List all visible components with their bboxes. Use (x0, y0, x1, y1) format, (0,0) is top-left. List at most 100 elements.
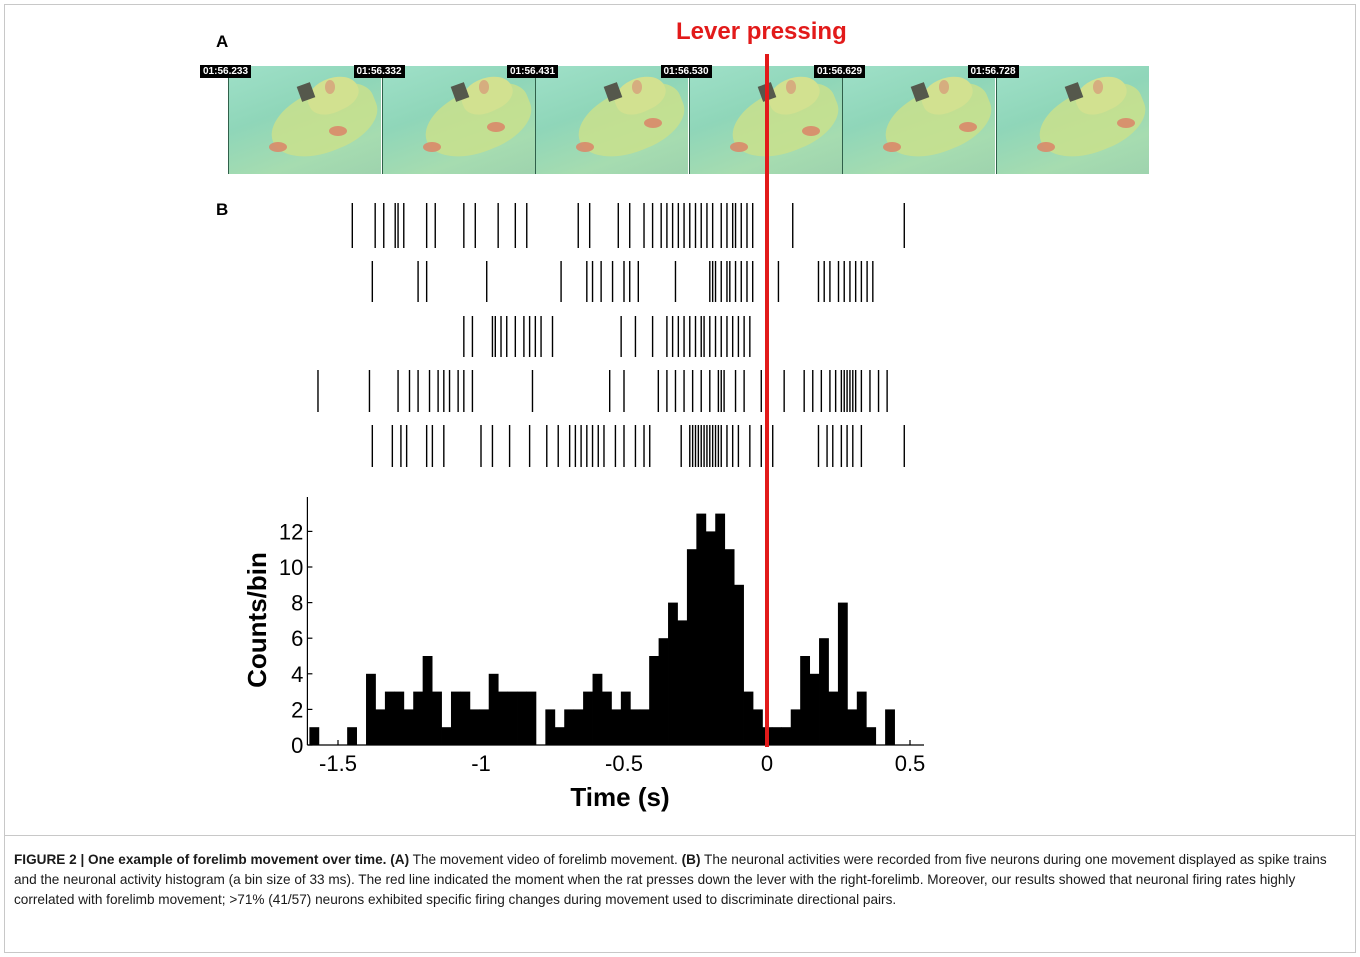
rat-paw (801, 126, 820, 136)
caption-a-label: (A) (390, 852, 410, 867)
x-tick-label: 0.5 (895, 751, 926, 776)
y-tick-label: 12 (279, 519, 303, 544)
caption-figure-label: FIGURE 2 | One example of forelimb movem… (14, 852, 387, 867)
histogram-bar (809, 673, 820, 745)
histogram-bar (347, 727, 357, 745)
figure-caption: FIGURE 2 | One example of forelimb movem… (14, 850, 1344, 910)
histogram-bar (724, 549, 735, 745)
caption-a-text: The movement video of forelimb movement. (409, 852, 682, 867)
histogram-bar (366, 673, 376, 745)
caption-b-label: (B) (681, 852, 701, 867)
y-tick-label: 10 (279, 555, 303, 580)
rat-ear (785, 80, 796, 94)
histogram-bar (828, 691, 839, 745)
histogram-bar (715, 513, 726, 745)
histogram-bar (592, 673, 603, 745)
rat-paw (883, 142, 901, 152)
x-tick-label: -1.5 (319, 751, 357, 776)
panel-label-b: B (216, 200, 229, 219)
frame-timestamp: 01:56.332 (353, 65, 405, 78)
histogram-bar (837, 602, 848, 745)
histogram-bar (705, 531, 716, 745)
rat-paw (959, 122, 977, 132)
raster-and-histogram: 0 2 4 6 8 10 12 -1.5 -1 -0.5 0 0.5 Time (s) Counts/… (242, 54, 926, 812)
x-tick-label: -1 (471, 751, 491, 776)
histogram-bar (734, 584, 744, 745)
y-axis-label: Counts/bin (242, 552, 272, 688)
histogram-bar (479, 709, 490, 745)
y-tick-label: 0 (291, 733, 303, 758)
histogram-bar (583, 691, 593, 745)
rat-paw (269, 142, 287, 152)
histogram-bar (752, 709, 763, 745)
histogram-bar (384, 691, 395, 745)
histogram-bar (517, 691, 527, 745)
histogram-bar (630, 709, 641, 745)
histogram-bar (469, 709, 480, 745)
histogram-bar (819, 638, 829, 745)
video-frame (995, 66, 1149, 174)
caption-b-text: The neuronal activities were recorded fr… (14, 852, 1327, 907)
histogram-bar (611, 709, 622, 745)
histogram-bar (564, 709, 575, 745)
rat-paw (576, 142, 594, 152)
histogram-bar (639, 709, 650, 745)
histogram-bar (649, 656, 660, 745)
y-tick-label: 8 (291, 591, 303, 616)
histogram-bar (507, 691, 518, 745)
x-tick-label: 0 (761, 751, 773, 776)
histogram-bar (790, 709, 801, 745)
histogram-bar (658, 638, 669, 745)
x-axis-label: Time (s) (570, 782, 669, 812)
lever-pressing-label: Lever pressing (676, 18, 847, 45)
histogram-bar (413, 691, 424, 745)
rat-ear (1092, 80, 1103, 94)
histogram-bar (847, 709, 858, 745)
frame-timestamp: 01:56.629 (814, 65, 866, 78)
histogram-bar (677, 620, 688, 745)
histogram-bar (885, 709, 895, 745)
rat-paw (1036, 142, 1055, 152)
histogram-bar (498, 691, 508, 745)
caption-divider (4, 835, 1356, 836)
rat-ear (478, 80, 489, 94)
histogram-bar (668, 602, 678, 745)
frame-timestamp: 01:56.530 (660, 65, 712, 78)
rat-paw (729, 142, 748, 152)
rat-ear (325, 80, 335, 94)
frame-timestamp: 01:56.431 (507, 65, 559, 78)
histogram-bar (403, 709, 414, 745)
histogram-bar (309, 727, 320, 745)
histogram-bar (432, 691, 442, 745)
rat-paw (329, 126, 347, 136)
frame-timestamp: 01:56.233 (200, 65, 252, 78)
histogram-bar (545, 709, 556, 745)
histogram-bar (441, 727, 452, 745)
histogram-bar (554, 727, 565, 745)
y-tick-label: 4 (291, 662, 303, 687)
histogram-bar (394, 691, 405, 745)
panel-label-a: A (216, 32, 229, 51)
rat-paw (486, 122, 505, 132)
video-frame (381, 66, 535, 174)
rat-paw (1116, 118, 1135, 128)
histogram-bar (375, 709, 386, 745)
histogram-bar (696, 513, 707, 745)
histogram-bar (856, 691, 867, 745)
video-frame-strip: 01:56.233 01:56.332 01:56.431 01:56.530 01:5… (200, 65, 1150, 174)
histogram-bar (743, 691, 754, 745)
histogram-bar (620, 691, 631, 745)
histogram-bar (781, 727, 792, 745)
frame-timestamp: 01:56.728 (967, 65, 1019, 78)
histogram-bar (573, 709, 584, 745)
histogram-bar (488, 673, 499, 745)
rat-ear (632, 80, 642, 94)
histogram-bar (422, 656, 433, 745)
y-tick-label: 2 (291, 697, 303, 722)
spike-raster (317, 203, 905, 467)
rat-ear (939, 80, 949, 94)
histogram-bar (460, 691, 471, 745)
histogram-bar (866, 727, 877, 745)
rat-paw (644, 118, 662, 128)
video-frame (228, 66, 381, 174)
